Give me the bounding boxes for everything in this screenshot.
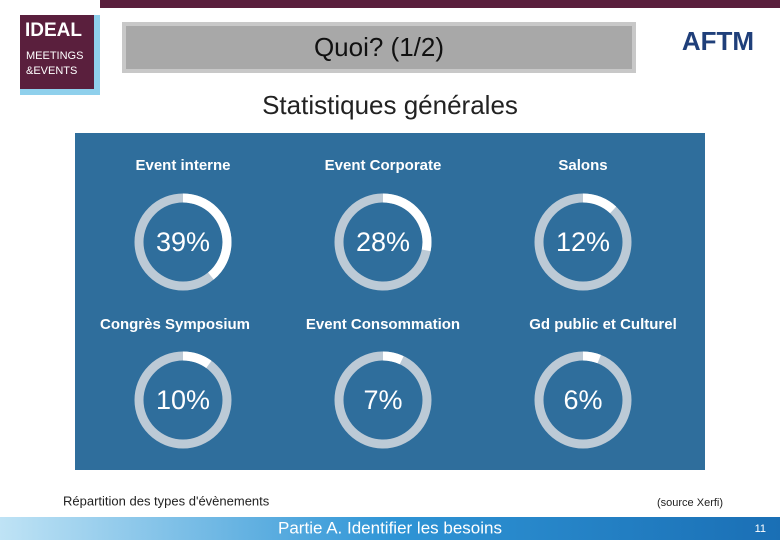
infographic-panel	[75, 133, 705, 470]
top-bar	[100, 0, 780, 8]
logo-text: IDEAL	[25, 20, 82, 41]
gauge-label: Gd public et Culturel	[529, 316, 677, 333]
caption: Répartition des types d'évènements	[63, 493, 270, 508]
gauge-arc	[334, 351, 432, 449]
slide-title: Quoi? (1/2)	[314, 32, 444, 62]
page-number: 11	[755, 523, 766, 535]
gauge-value: 39%	[156, 227, 210, 257]
gauge-value: 10%	[156, 385, 210, 415]
gauge-label: Congrès Symposium	[100, 316, 250, 333]
gauge-label: Event Consommation	[306, 316, 460, 333]
footer-bar	[0, 517, 780, 540]
gauge-arc	[334, 193, 432, 291]
gauges: Event interne 39% Event Corporate 28% Salons…	[100, 157, 677, 449]
gauge-label: Event Corporate	[325, 157, 442, 174]
gauge-label: Event interne	[135, 157, 230, 174]
gauge-arc	[534, 193, 632, 291]
footer-text: Partie A. Identifier les besoins	[278, 518, 502, 537]
subtitle: Statistiques générales	[262, 90, 518, 120]
logo-box	[20, 15, 94, 89]
gauge-value: 12%	[556, 227, 610, 257]
gauge-arc	[134, 193, 232, 291]
source: (source Xerfi)	[657, 497, 723, 509]
gauge-value: 28%	[356, 227, 410, 257]
partner-logo: AFTM	[682, 26, 754, 56]
logo-text: MEETINGS	[26, 50, 83, 62]
title-box	[126, 26, 632, 69]
gauge-arc	[534, 351, 632, 449]
gauge-label: Salons	[558, 157, 607, 174]
logo-text: &EVENTS	[26, 65, 77, 77]
gauge-arc	[134, 351, 232, 449]
gauge-value: 7%	[363, 385, 402, 415]
gauge-value: 6%	[563, 385, 602, 415]
